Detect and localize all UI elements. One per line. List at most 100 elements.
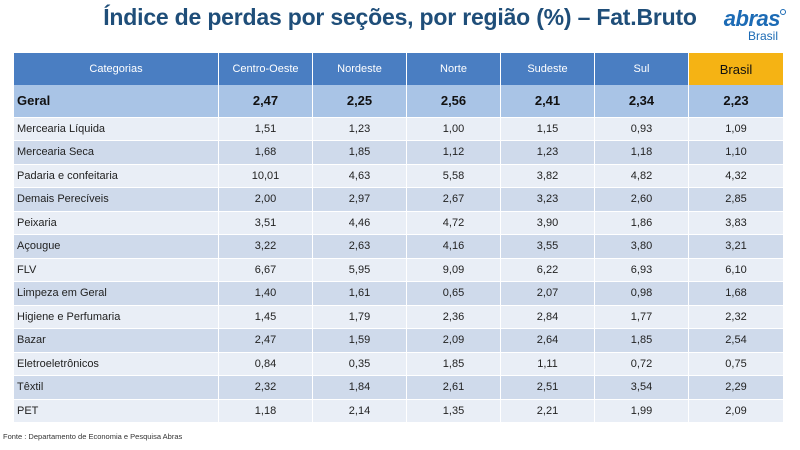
table-cell: 3,51 (218, 211, 313, 235)
table-cell: Padaria e confeitaria (13, 164, 219, 188)
table-cell: 2,25 (312, 85, 407, 118)
table-cell: 1,18 (594, 140, 689, 165)
table-cell: Bazar (13, 328, 219, 353)
table-cell: 1,77 (594, 305, 689, 329)
table-cell: 4,16 (406, 234, 501, 259)
header-sudeste: Sudeste (500, 53, 595, 85)
table-cell: 3,55 (500, 234, 595, 259)
table-cell: 5,95 (312, 258, 407, 282)
table-cell: 3,90 (500, 211, 595, 235)
table-cell: 1,85 (312, 140, 407, 165)
table-cell: 2,54 (688, 328, 784, 353)
table-cell: 2,60 (594, 187, 689, 212)
table-cell: 0,65 (406, 281, 501, 306)
table-cell: 1,40 (218, 281, 313, 306)
table-cell: 2,00 (218, 187, 313, 212)
slide-title: Índice de perdas por seções, por região … (103, 4, 697, 30)
table-cell: 4,82 (594, 164, 689, 188)
table-row: Bazar 2,47 1,59 2,09 2,64 1,85 2,54 (13, 328, 784, 353)
table-cell: 1,12 (406, 140, 501, 165)
table-cell: FLV (13, 258, 219, 282)
table-row: Mercearia Líquida 1,51 1,23 1,00 1,15 0,93 1,0… (13, 117, 784, 141)
table-cell: Mercearia Líquida (13, 117, 219, 141)
table-header-row: Categorias Centro-Oeste Nordeste Norte S… (13, 53, 784, 85)
table-row: Limpeza em Geral 1,40 1,61 0,65 2,07 0,98 1,68 (13, 281, 784, 306)
table-cell: 2,23 (688, 85, 784, 118)
table-cell: 4,72 (406, 211, 501, 235)
table-row: PET 1,18 2,14 1,35 2,21 1,99 2,09 (13, 399, 784, 423)
table-cell: 1,86 (594, 211, 689, 235)
table-cell: 1,79 (312, 305, 407, 329)
table-cell: 1,15 (500, 117, 595, 141)
table-cell: Têxtil (13, 375, 219, 400)
table-cell: 10,01 (218, 164, 313, 188)
table-cell: 4,63 (312, 164, 407, 188)
table-cell: 3,21 (688, 234, 784, 259)
table-cell: 0,84 (218, 352, 313, 376)
table-cell: 6,10 (688, 258, 784, 282)
table-cell: 2,32 (218, 375, 313, 400)
table-cell: Mercearia Seca (13, 140, 219, 165)
table-cell: 2,21 (500, 399, 595, 423)
table-cell: 1,84 (312, 375, 407, 400)
table-row: FLV 6,67 5,95 9,09 6,22 6,93 6,10 (13, 258, 784, 282)
table-cell: 1,45 (218, 305, 313, 329)
table-cell: 2,51 (500, 375, 595, 400)
table-row-geral: Geral 2,47 2,25 2,56 2,41 2,34 2,23 (13, 85, 784, 118)
table-cell: 4,32 (688, 164, 784, 188)
table-cell: 1,68 (218, 140, 313, 165)
table-cell: 3,23 (500, 187, 595, 212)
table-cell: 2,09 (688, 399, 784, 423)
table-cell: 6,93 (594, 258, 689, 282)
table-cell: Higiene e Perfumaria (13, 305, 219, 329)
table-cell: Eletroeletrônicos (13, 352, 219, 376)
table-cell: 5,58 (406, 164, 501, 188)
table-cell: 1,23 (312, 117, 407, 141)
table-cell: 3,82 (500, 164, 595, 188)
header-sul: Sul (594, 53, 689, 85)
header-categorias: Categorias (13, 53, 219, 85)
table-cell: 3,54 (594, 375, 689, 400)
table-cell: PET (13, 399, 219, 423)
logo-subtitle: Brasil (747, 29, 778, 43)
table-cell: 1,85 (406, 352, 501, 376)
table-cell: Geral (13, 85, 219, 118)
table-cell: 1,61 (312, 281, 407, 306)
table-cell: 2,67 (406, 187, 501, 212)
table-cell: Limpeza em Geral (13, 281, 219, 306)
table-cell: 1,11 (500, 352, 595, 376)
losses-table-container: Categorias Centro-Oeste Nordeste Norte S… (13, 53, 784, 423)
table-cell: 2,32 (688, 305, 784, 329)
table-cell: 6,67 (218, 258, 313, 282)
table-cell: 1,18 (218, 399, 313, 423)
header-brasil: Brasil (688, 53, 784, 85)
table-cell: 2,61 (406, 375, 501, 400)
table-cell: 1,68 (688, 281, 784, 306)
table-cell: 2,36 (406, 305, 501, 329)
table-row: Higiene e Perfumaria 1,45 1,79 2,36 2,84 1,77… (13, 305, 784, 329)
table-cell: Demais Perecíveis (13, 187, 219, 212)
registered-mark-icon (780, 9, 786, 15)
table-cell: 1,00 (406, 117, 501, 141)
table-row: Açougue 3,22 2,63 4,16 3,55 3,80 3,21 (13, 234, 784, 259)
table-cell: 6,22 (500, 258, 595, 282)
table-cell: 2,14 (312, 399, 407, 423)
table-cell: 9,09 (406, 258, 501, 282)
table-cell: 0,35 (312, 352, 407, 376)
table-cell: 4,46 (312, 211, 407, 235)
table-cell: 0,72 (594, 352, 689, 376)
table-cell: 1,59 (312, 328, 407, 353)
table-cell: 2,63 (312, 234, 407, 259)
table-cell: 0,98 (594, 281, 689, 306)
table-cell: 3,80 (594, 234, 689, 259)
table-cell: 2,29 (688, 375, 784, 400)
table-cell: Açougue (13, 234, 219, 259)
table-cell: 3,83 (688, 211, 784, 235)
table-cell: 1,85 (594, 328, 689, 353)
table-row: Padaria e confeitaria 10,01 4,63 5,58 3,82 4,… (13, 164, 784, 188)
table-cell: 2,41 (500, 85, 595, 118)
header-nordeste: Nordeste (312, 53, 407, 85)
table-cell: 2,84 (500, 305, 595, 329)
table-cell: 2,47 (218, 85, 313, 118)
table-cell: 1,23 (500, 140, 595, 165)
